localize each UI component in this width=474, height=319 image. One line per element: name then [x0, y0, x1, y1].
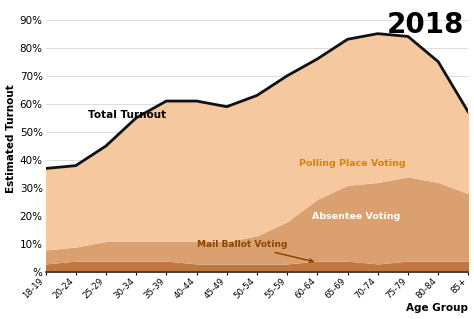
- Text: Absentee Voting: Absentee Voting: [312, 212, 400, 221]
- X-axis label: Age Group: Age Group: [406, 303, 468, 314]
- Text: Polling Place Voting: Polling Place Voting: [299, 159, 406, 168]
- Text: Mail Ballot Voting: Mail Ballot Voting: [197, 240, 313, 263]
- Text: Total Turnout: Total Turnout: [88, 110, 166, 120]
- Y-axis label: Estimated Turnout: Estimated Turnout: [6, 85, 16, 193]
- Text: 2018: 2018: [387, 11, 464, 39]
